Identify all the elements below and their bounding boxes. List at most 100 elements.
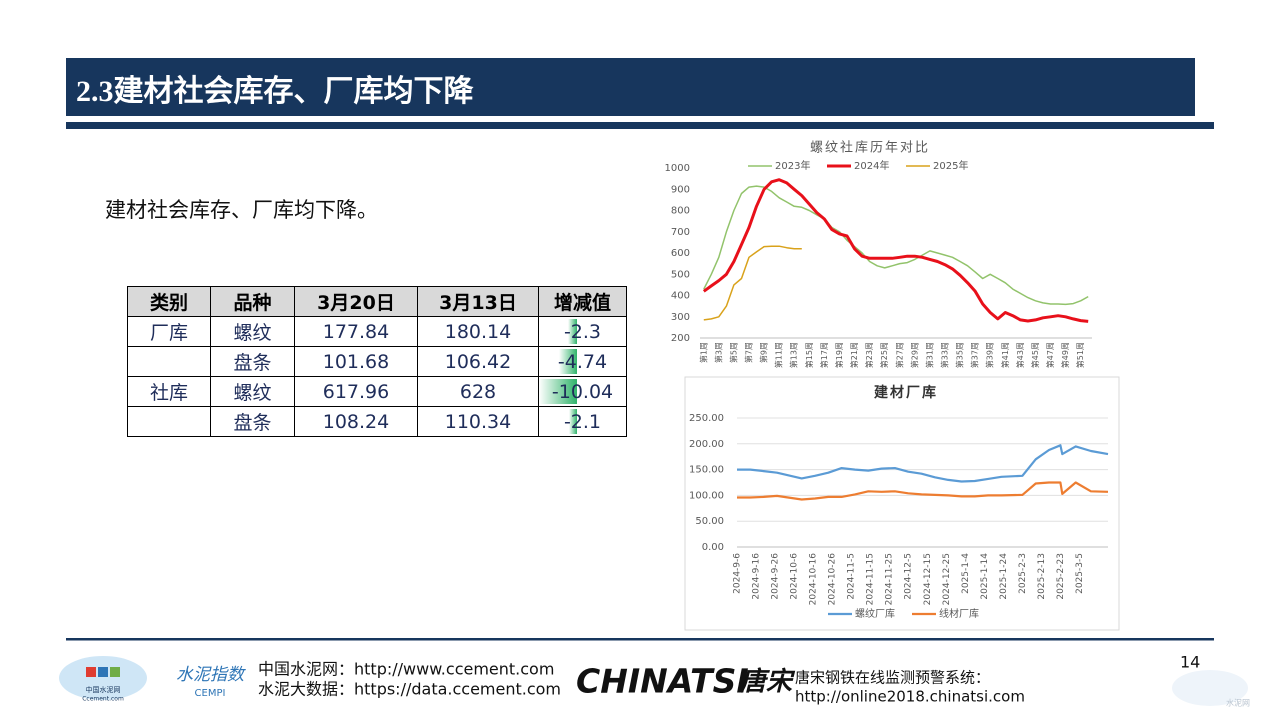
x-tick-label: 2024-9-6 [733,553,743,594]
y-tick-label: 200 [671,333,690,344]
column-header: 3月20日 [294,286,418,317]
logo-text: 中国水泥网 [86,685,121,694]
column-header: 增减值 [538,286,627,317]
x-tick-label: 第37周 [970,342,980,368]
footer-url: http://online2018.chinatsi.com [795,688,1025,706]
x-tick-label: 2024-11-25 [885,553,895,605]
data-table: 类别 品种 3月20日 3月13日 增减值 厂库 螺纹 177.84 180.14 -2.3 盘条 1… [127,286,627,437]
x-tick-label: 第39周 [985,342,995,368]
series-line [737,444,1109,483]
category-cell [127,346,211,377]
y-tick-label: 150.00 [689,465,724,476]
chart-title: 螺纹社库历年对比 [810,140,930,156]
x-tick-label: 第5周 [728,342,738,363]
watermark: 水泥网 [1226,698,1250,708]
value-cell: 110.34 [417,406,539,437]
data-bar [569,409,577,434]
change-value: -4.74 [557,350,608,373]
variety-cell: 螺纹 [210,376,295,407]
legend-label: 线材厂库 [939,607,979,620]
footer-system: 唐宋钢铁在线监测预警系统： [795,669,990,687]
table-row: 盘条 101.68 106.42 -4.74 [127,346,627,377]
logo-shape [86,667,96,677]
y-tick-label: 100.00 [689,490,724,501]
variety-cell: 螺纹 [210,316,295,347]
x-tick-label: 第1周 [698,342,708,363]
x-tick-label: 第43周 [1015,342,1025,368]
change-cell: -4.74 [538,346,627,377]
x-tick-label: 2024-12-5 [904,553,914,600]
value-cell: 101.68 [294,346,418,377]
data-bar [568,319,577,344]
column-header: 3月13日 [417,286,539,317]
table-header-row: 类别 品种 3月20日 3月13日 增减值 [127,286,627,317]
body-text: 建材社会库存、厂库均下降。 [105,198,378,222]
value-cell: 628 [417,376,539,407]
x-tick-label: 2024-12-25 [942,553,952,605]
y-tick-label: 300 [671,312,690,323]
change-value: -10.04 [551,380,614,403]
change-cell: -2.1 [538,406,627,437]
series-line [702,178,1089,323]
x-tick-label: 2024-9-16 [752,553,762,600]
x-tick-label: 第13周 [789,342,799,368]
y-tick-label: 1000 [665,163,690,174]
x-tick-label: 2025-2-3 [1018,553,1028,594]
y-tick-label: 200.00 [689,439,724,450]
x-tick-label: 2024-10-26 [828,553,838,606]
legend-label: 螺纹厂库 [855,607,895,620]
y-tick-label: 400 [671,291,690,302]
series-line [737,481,1109,501]
x-tick-label: 第29周 [909,342,919,368]
x-tick-label: 第7周 [744,342,754,363]
header-rule [66,122,1214,129]
series-line [703,185,1089,306]
y-tick-label: 500 [671,269,690,280]
x-tick-label: 2024-11-15 [866,553,876,605]
x-tick-label: 第47周 [1045,342,1055,368]
logo-text: 水泥指数 [176,665,246,685]
x-tick-label: 第23周 [864,342,874,368]
value-cell: 617.96 [294,376,418,407]
x-tick-label: 2025-1-4 [961,553,971,594]
x-tick-label: 第33周 [940,342,950,368]
x-tick-label: 第25周 [879,342,889,368]
legend-label: 2023年 [775,159,810,172]
page-number: 14 [1180,653,1200,672]
value-cell: 180.14 [417,316,539,347]
x-tick-label: 第17周 [819,342,829,368]
y-tick-label: 800 [671,206,690,217]
y-tick-label: 250.00 [689,413,724,424]
x-tick-label: 2025-3-5 [1075,553,1085,594]
x-tick-label: 第41周 [1000,342,1010,368]
variety-cell: 盘条 [210,346,295,377]
footer-link: 中国水泥网：http://www.ccement.com [258,660,554,679]
table-row: 盘条 108.24 110.34 -2.1 [127,406,627,437]
x-tick-label: 第31周 [924,342,934,368]
logo-shape [59,656,147,700]
value-cell: 177.84 [294,316,418,347]
header-bar [66,58,1195,116]
change-cell: -10.04 [538,376,627,407]
value-cell: 106.42 [417,346,539,377]
chart-title: 建材厂库 [874,384,938,401]
y-tick-label: 50.00 [695,516,724,527]
y-tick-label: 700 [671,227,690,238]
x-tick-label: 第27周 [894,342,904,368]
table-row: 社库 螺纹 617.96 628 -10.04 [127,376,627,407]
x-tick-label: 第9周 [759,342,769,363]
data-bar [559,349,577,374]
x-tick-label: 第21周 [849,342,859,368]
y-tick-label: 600 [671,248,690,259]
x-tick-label: 2024-9-26 [771,553,781,600]
value-cell: 108.24 [294,406,418,437]
change-value: -2.1 [563,410,602,433]
x-tick-label: 2025-1-14 [980,553,990,600]
column-header: 类别 [127,286,211,317]
logo-text: Ccement.com [82,696,124,703]
footer-link: 水泥大数据：https://data.ccement.com [258,680,561,699]
x-tick-label: 2025-2-13 [1037,553,1047,600]
x-tick-label: 第51周 [1075,342,1085,368]
